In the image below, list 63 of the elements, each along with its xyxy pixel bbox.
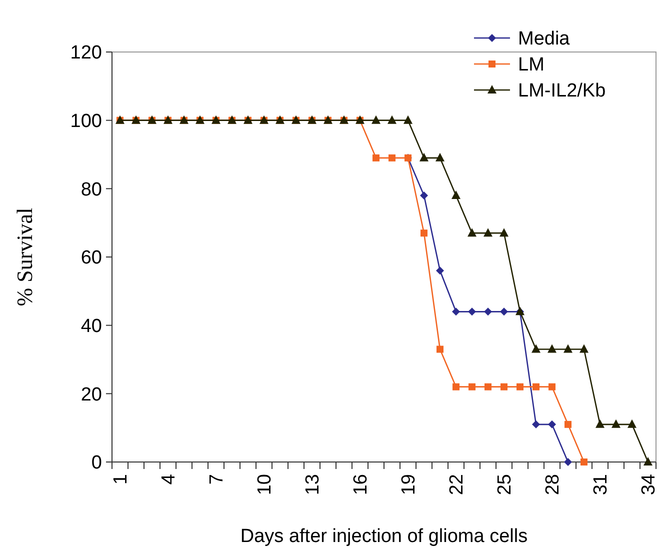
x-tick-label: 16 <box>350 474 372 496</box>
x-tick-label: 1 <box>110 474 132 485</box>
point <box>452 383 460 390</box>
x-tick-label: 13 <box>302 474 324 496</box>
point <box>452 190 460 199</box>
y-tick-label: 60 <box>80 248 102 269</box>
point <box>500 308 508 316</box>
point <box>532 383 540 390</box>
point <box>484 308 492 316</box>
y-tick-label: 0 <box>91 452 102 474</box>
point <box>468 228 476 237</box>
point <box>420 192 428 200</box>
y-tick-label: 100 <box>70 110 102 132</box>
x-tick-label: 34 <box>638 474 660 496</box>
x-tick-label: 31 <box>590 474 612 496</box>
x-tick-label: 28 <box>542 474 564 496</box>
point <box>468 383 476 390</box>
point <box>532 420 540 428</box>
point <box>564 458 572 466</box>
point <box>420 230 428 237</box>
point <box>580 344 588 353</box>
x-tick-label: 22 <box>446 474 468 496</box>
y-tick-label: 20 <box>80 384 102 406</box>
point <box>372 115 380 124</box>
point <box>628 419 636 428</box>
x-tick-label: 4 <box>158 474 180 485</box>
point <box>564 344 572 353</box>
x-tick-label: 10 <box>254 474 276 496</box>
point <box>452 308 460 316</box>
legend-label: LM-IL2/Kb <box>518 80 606 102</box>
point <box>436 152 444 162</box>
x-tick-label: 25 <box>494 474 516 496</box>
point <box>484 228 492 237</box>
legend-label: LM <box>518 54 544 76</box>
point <box>484 383 492 390</box>
point <box>436 346 444 353</box>
y-tick-label: 80 <box>80 179 102 200</box>
point <box>468 308 476 316</box>
legend-label: Media <box>518 28 570 50</box>
point <box>548 383 556 390</box>
point <box>548 420 556 428</box>
point <box>516 383 524 390</box>
point <box>500 228 508 237</box>
point <box>580 458 588 466</box>
point <box>500 383 508 390</box>
x-tick-label: 19 <box>398 474 420 496</box>
point <box>564 420 572 428</box>
point <box>596 419 604 428</box>
y-axis-title: % Survival <box>12 208 37 306</box>
point <box>388 115 396 124</box>
point <box>388 154 396 162</box>
point <box>548 344 556 353</box>
point <box>420 152 428 162</box>
point <box>404 115 412 124</box>
y-tick-label: 120 <box>70 42 102 64</box>
point <box>644 457 652 466</box>
point <box>612 419 620 428</box>
point <box>436 266 444 275</box>
point <box>372 154 380 162</box>
point <box>532 344 540 353</box>
y-tick-label: 40 <box>80 316 102 337</box>
x-tick-label: 7 <box>206 474 228 485</box>
x-axis-title: Days after injection of glioma cells <box>240 526 528 547</box>
